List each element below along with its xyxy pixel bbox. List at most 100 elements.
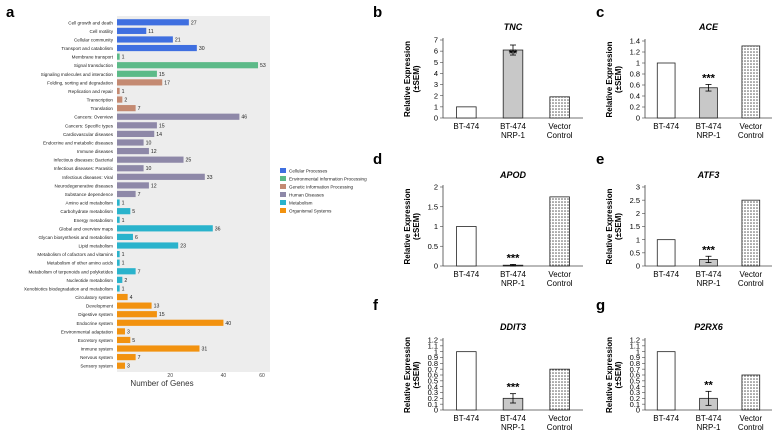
panel-b-bar [502,49,524,119]
panel-g-y-tick-label: 0.4 [630,382,640,391]
panel-f-y-tick-label: 0.1 [428,400,438,409]
panel-a-category-label: Signal transduction [74,63,114,68]
panel-a-category-label: Cancers: Specific types [65,123,114,128]
panel-a-category-label: Development [86,304,114,309]
panel-a-bar [117,182,149,189]
panel-a-value-label: 3 [127,329,130,335]
panel-b-y-tick-label: 7 [434,36,438,45]
panel-e-y-tick-label: 2.5 [630,196,640,205]
panel-c-category-label: Vector Control [738,122,764,140]
panel-a-value-label: 1 [122,218,125,224]
panel-a-category-label: Endocrine system [76,321,113,326]
panel-d-y-tick-label: 1 [434,222,438,231]
panel-a-value-label: 3 [127,364,130,370]
panel-c-category-label: BT-474 [653,122,679,131]
panel-f-y-tick-label: 1.2 [428,336,438,345]
panel-b-y-tick-label: 0 [434,114,438,123]
panel-b-category-label: BT-474 NRP-1 [500,122,526,140]
panel-g-y-tick-label: 0.2 [630,394,640,403]
panel-d-category-label: BT-474 [453,270,479,279]
panel-a-value-label: 30 [199,46,205,52]
panel-a-bar [117,70,157,77]
panel-a-bar [117,276,123,283]
panel-g-significance: ** [704,379,713,391]
panel-d-y-tick-label: 0 [434,262,438,271]
legend-label: Organismal Systems [289,209,332,214]
panel-a-bar [117,199,120,206]
panel-d-y-tick-label: 0.5 [428,242,438,251]
panel-a-bar [117,242,179,249]
panel-a-bar [117,53,120,60]
panel-a-bar [117,362,125,369]
panel-b-category-label: BT-474 [453,122,479,131]
panel-a-bar [117,44,197,52]
panel-a-bar [117,336,131,344]
panel-a-bar [117,268,136,275]
panel-a-value-label: 1 [122,261,125,267]
panel-e-bar [656,239,676,267]
panel-a-x-tick-label: 60 [259,373,265,379]
panel-a-category-label: Folding, sorting and degradation [47,80,113,85]
panel-b-category-label: Vector Control [547,122,573,140]
panel-a-category-label: Infectious diseases: Viral [62,175,113,180]
panel-a-bar [117,190,136,198]
panel-b-y-tick-label: 5 [434,58,438,67]
panel-f-bar [456,351,477,411]
panel-g-y-tick-label: 1 [636,347,640,356]
panel-g-category-label: BT-474 NRP-1 [696,414,722,432]
panel-a-x-tick-label: 40 [221,373,227,379]
panel-f-y-tick-label: 0.3 [428,388,438,397]
panel-a-value-label: 33 [207,175,213,181]
panel-a-category-label: Digestive system [78,312,113,317]
panel-a-category-label: Global and overview maps [59,226,114,231]
panel-a-value-label: 15 [159,312,165,318]
panel-g-y-tick-label: 1.2 [630,336,640,345]
panel-f-y-tick-label: 0.7 [428,365,438,374]
panel-a-x-tick-label: 20 [167,373,173,379]
panel-d-title: APOD [499,170,527,180]
panel-a-category-label: Cell motility [90,29,114,34]
panel-a-value-label: 2 [124,98,127,104]
panel-c-bar [699,87,718,119]
panel-a-category-label: Membrane transport [72,55,114,60]
panel-a-category-label: Cancers: Overview [74,115,113,120]
legend-swatch [280,192,286,197]
panel-g-y-tick-label: 0.9 [630,353,640,362]
legend-swatch [280,168,286,173]
panel-f-y-tick-label: 0.2 [428,394,438,403]
panel-f-y-tick-label: 0.4 [428,382,438,391]
panel-g-y-tick-label: 0.6 [630,371,640,380]
legend-label: Cellular Processes [289,169,328,174]
panel-a-value-label: 2 [124,278,127,284]
panel-a-value-label: 10 [146,166,152,172]
panel-e-y-axis-label-sub: (±SEM) [614,213,623,240]
panel-a-category-label: Cell growth and death [68,20,113,25]
panel-a-value-label: 7 [138,355,141,361]
panel-a-bar [117,96,123,103]
panel-e-category-label: Vector Control [738,270,764,288]
panel-a-bar [117,156,184,163]
panel-a-value-label: 6 [135,235,138,241]
panel-b-significance: ** [509,48,518,60]
panel-c-title: ACE [698,22,719,32]
panel-f-y-axis-label: Relative Expression [403,337,412,413]
panel-b-y-tick-label: 2 [434,91,438,100]
panel-c-y-tick-label: 0.2 [630,103,640,112]
panel-a-bar [117,27,147,34]
panel-c-bar [741,45,761,119]
panel-c-label: c [596,4,604,21]
panel-a-bar [117,105,136,112]
panel-a-value-label: 1 [122,286,125,292]
panel-f-category-label: BT-474 NRP-1 [500,414,526,432]
panel-c-y-tick-label: 0.8 [630,70,640,79]
panel-a-bar [117,319,224,326]
panel-a-category-label: Nucleotide metabolism [67,278,114,283]
panel-a-bar [117,311,157,318]
panel-e-category-label: BT-474 NRP-1 [696,270,722,288]
panel-g-bar [741,374,761,411]
panel-a-value-label: 46 [241,115,247,121]
panel-a-bar [117,216,120,223]
panel-b-bar [456,106,477,119]
legend-label: Genetic Information Processing [289,185,354,190]
